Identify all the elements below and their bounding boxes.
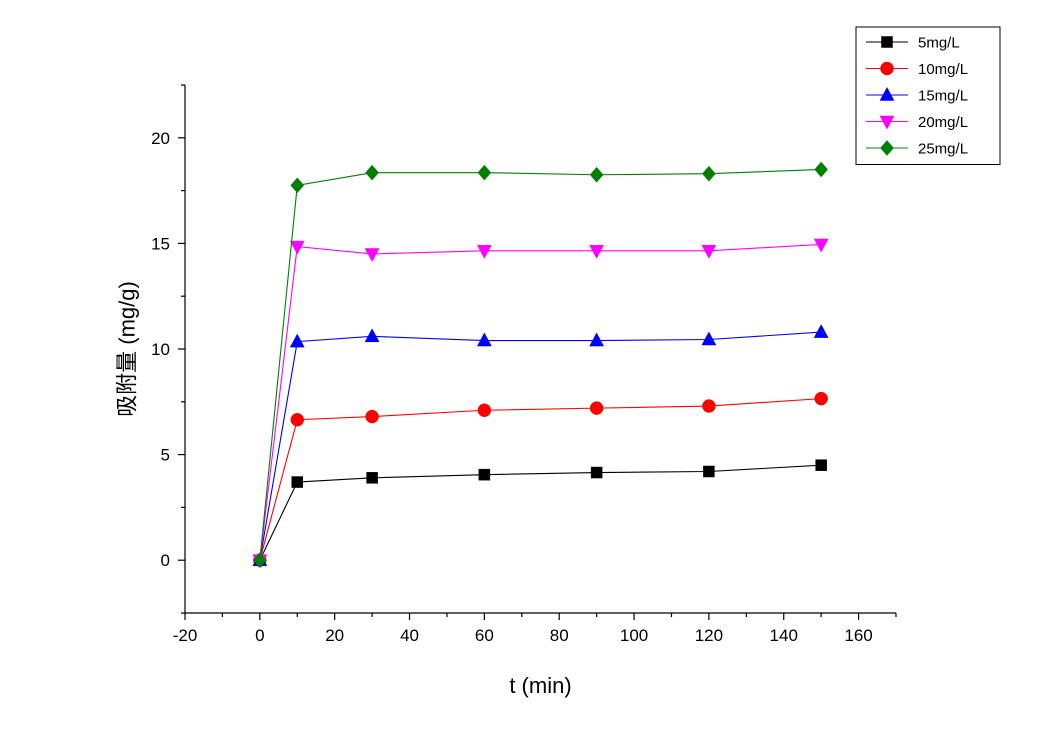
legend-label: 15mg/L xyxy=(918,88,968,105)
series-15mg/L xyxy=(252,324,829,566)
data-point xyxy=(290,177,305,194)
data-point xyxy=(815,459,827,471)
data-point xyxy=(289,240,305,255)
data-point xyxy=(813,324,829,338)
x-tick-label: 40 xyxy=(400,626,419,645)
data-point xyxy=(703,465,715,478)
series-10mg/L xyxy=(253,391,828,567)
data-point xyxy=(589,245,605,259)
x-tick-label: 120 xyxy=(695,626,723,645)
series-line xyxy=(259,243,822,561)
legend-item: 10mg/L xyxy=(866,61,968,78)
data-point xyxy=(589,332,605,347)
x-tick-label: 160 xyxy=(844,626,872,645)
legend-item: 5mg/L xyxy=(866,35,960,52)
legend-marker xyxy=(881,36,893,48)
x-tick-label: 100 xyxy=(620,626,648,645)
data-point xyxy=(365,164,379,181)
series-line xyxy=(259,168,822,561)
legend-marker xyxy=(879,115,895,130)
data-point xyxy=(476,245,492,259)
x-tick-label: 80 xyxy=(550,626,569,645)
data-point xyxy=(702,399,716,413)
legend-item: 25mg/L xyxy=(866,140,968,158)
data-point xyxy=(814,161,828,178)
legend-marker xyxy=(880,61,894,76)
legend-label: 10mg/L xyxy=(918,61,968,78)
data-point xyxy=(365,409,379,424)
data-point xyxy=(702,165,716,182)
y-tick-label: 0 xyxy=(161,551,170,570)
legend-marker xyxy=(879,86,895,101)
data-point xyxy=(289,333,305,348)
x-tick-label: 0 xyxy=(255,626,264,645)
series-line xyxy=(259,464,822,561)
y-tick-label: 5 xyxy=(161,446,170,465)
series-line xyxy=(259,331,822,561)
data-point xyxy=(590,466,603,479)
legend-item: 15mg/L xyxy=(866,86,968,105)
data-point xyxy=(813,238,829,253)
series-layer xyxy=(252,161,829,569)
x-tick-label: 140 xyxy=(770,626,798,645)
y-tick-label: 20 xyxy=(151,129,170,148)
legend-label: 25mg/L xyxy=(918,141,968,158)
data-point xyxy=(366,472,378,484)
data-point xyxy=(701,245,717,259)
legend: 5mg/L 10mg/L 15mg/L 20mg/L 25mg/L xyxy=(855,26,1001,165)
x-tick-label: 20 xyxy=(325,626,344,645)
data-point xyxy=(476,332,492,347)
y-axis-title: 吸附量 (mg/g) xyxy=(115,281,140,417)
data-point xyxy=(364,328,380,343)
data-point xyxy=(364,248,380,262)
data-point xyxy=(589,166,604,183)
series-5mg/L xyxy=(254,459,827,566)
data-point xyxy=(589,401,604,415)
y-tick-label: 10 xyxy=(151,340,170,359)
x-axis-title: t (min) xyxy=(509,673,571,698)
axes: -20 0 20 40 60 80 100 120 140 160 0 5 10 15 20 xyxy=(151,84,897,645)
series-20mg/L xyxy=(252,238,829,569)
data-point xyxy=(814,391,828,406)
data-point xyxy=(253,552,267,569)
legend-box xyxy=(855,26,1001,165)
data-point xyxy=(291,476,304,488)
x-tick-label: -20 xyxy=(173,626,198,645)
data-point xyxy=(701,331,717,346)
data-point xyxy=(478,468,491,481)
legend-item: 20mg/L xyxy=(866,114,968,131)
legend-label: 5mg/L xyxy=(918,35,960,52)
data-point xyxy=(477,164,492,181)
data-point xyxy=(290,413,305,427)
x-tick-label: 60 xyxy=(475,626,494,645)
data-point xyxy=(477,403,492,417)
legend-marker xyxy=(880,140,894,156)
series-25mg/L xyxy=(253,161,828,569)
legend-label: 20mg/L xyxy=(918,114,968,131)
y-tick-label: 15 xyxy=(151,234,170,253)
